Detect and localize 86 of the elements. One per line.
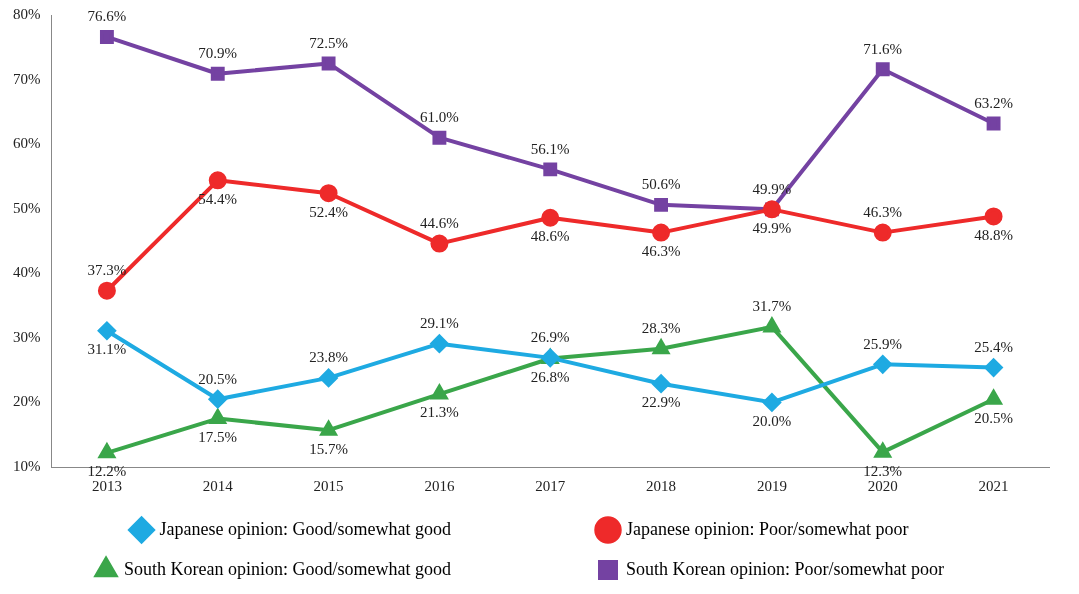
x-tick-label: 2017: [535, 477, 566, 494]
y-tick-label: 50%: [13, 199, 41, 216]
data-label: 50.6%: [641, 176, 681, 193]
data-label: 71.6%: [863, 40, 903, 57]
point: [320, 421, 337, 436]
x-tick-label: 2013: [91, 477, 122, 494]
y-tick-label: 80%: [13, 5, 41, 22]
point: [873, 355, 892, 374]
data-label: 37.3%: [87, 262, 127, 279]
point: [97, 321, 116, 340]
data-label: 23.8%: [309, 349, 348, 366]
data-label: 61.0%: [420, 109, 459, 126]
point: [763, 317, 780, 333]
data-label: 46.3%: [863, 204, 903, 221]
data-label: 26.8%: [530, 368, 570, 385]
data-label: 20.0%: [752, 412, 792, 429]
data-label: 26.9%: [530, 329, 570, 346]
point: [208, 390, 227, 409]
y-tick-label: 20%: [13, 393, 41, 410]
data-label: 46.3%: [641, 243, 681, 260]
data-label: 21.3%: [420, 404, 459, 421]
legend-label: Japanese opinion: Poor/somewhat poor: [626, 518, 927, 539]
point: [97, 281, 116, 300]
data-label: 44.6%: [420, 215, 459, 232]
x-tick-label: 2019: [756, 477, 787, 494]
data-label: 12.3%: [863, 462, 903, 479]
data-label: 52.4%: [309, 203, 348, 220]
y-tick-label: 70%: [13, 70, 41, 87]
x-tick-label: 2020: [867, 477, 898, 494]
point: [654, 197, 669, 212]
point: [321, 56, 336, 71]
point: [319, 184, 338, 203]
point: [762, 393, 781, 412]
data-label: 12.2%: [87, 463, 127, 480]
data-label: 54.4%: [198, 190, 238, 207]
data-label: 49.9%: [752, 219, 792, 236]
point: [209, 409, 226, 425]
point: [99, 30, 114, 44]
y-tick-label: 40%: [13, 264, 41, 281]
data-label: 31.7%: [752, 298, 792, 315]
point: [984, 358, 1003, 377]
data-label: 20.5%: [198, 370, 238, 387]
point: [208, 171, 227, 190]
point: [543, 162, 558, 177]
data-label: 70.9%: [198, 45, 238, 62]
data-label: 17.5%: [198, 429, 238, 446]
point: [319, 368, 338, 387]
data-label: 48.8%: [974, 226, 1013, 243]
data-label: 72.5%: [309, 34, 348, 51]
point: [873, 223, 892, 242]
data-label: 15.7%: [309, 440, 348, 457]
point: [541, 208, 560, 227]
legend-label: Japanese opinion: Good/somewhat good: [159, 518, 578, 539]
point: [985, 390, 1002, 405]
point: [874, 443, 891, 458]
data-label: 25.4%: [974, 339, 1013, 355]
point: [986, 116, 1001, 131]
data-label: 22.9%: [641, 394, 681, 411]
legend-label: South Korean opinion: Poor/somewhat poor: [626, 558, 962, 579]
data-label: 56.1%: [530, 140, 570, 157]
data-label: 28.3%: [641, 320, 681, 337]
y-tick-label: 30%: [13, 328, 41, 345]
x-tick-label: 2015: [313, 477, 344, 494]
x-tick-label: 2016: [424, 477, 455, 494]
x-tick-label: 2014: [202, 477, 234, 494]
point: [430, 334, 449, 353]
data-label: 25.9%: [863, 335, 903, 352]
data-label: 31.1%: [87, 341, 127, 358]
x-tick-label: 2021: [978, 477, 1009, 494]
data-label: 76.6%: [87, 8, 127, 25]
data-label: 29.1%: [420, 315, 459, 332]
y-tick-label: 60%: [13, 135, 41, 152]
point: [984, 207, 1003, 226]
data-label: 48.6%: [530, 228, 570, 245]
point: [432, 130, 447, 145]
point: [430, 234, 449, 253]
legend-label: South Korean opinion: Good/somewhat good: [124, 558, 578, 579]
point: [431, 385, 448, 400]
point: [210, 66, 225, 81]
y-tick-label: 10%: [13, 457, 41, 474]
point: [652, 374, 671, 393]
x-tick-label: 2018: [646, 477, 677, 494]
point: [875, 62, 890, 77]
point: [652, 223, 671, 242]
data-label: 63.2%: [974, 94, 1013, 111]
data-label: 20.5%: [974, 409, 1013, 426]
